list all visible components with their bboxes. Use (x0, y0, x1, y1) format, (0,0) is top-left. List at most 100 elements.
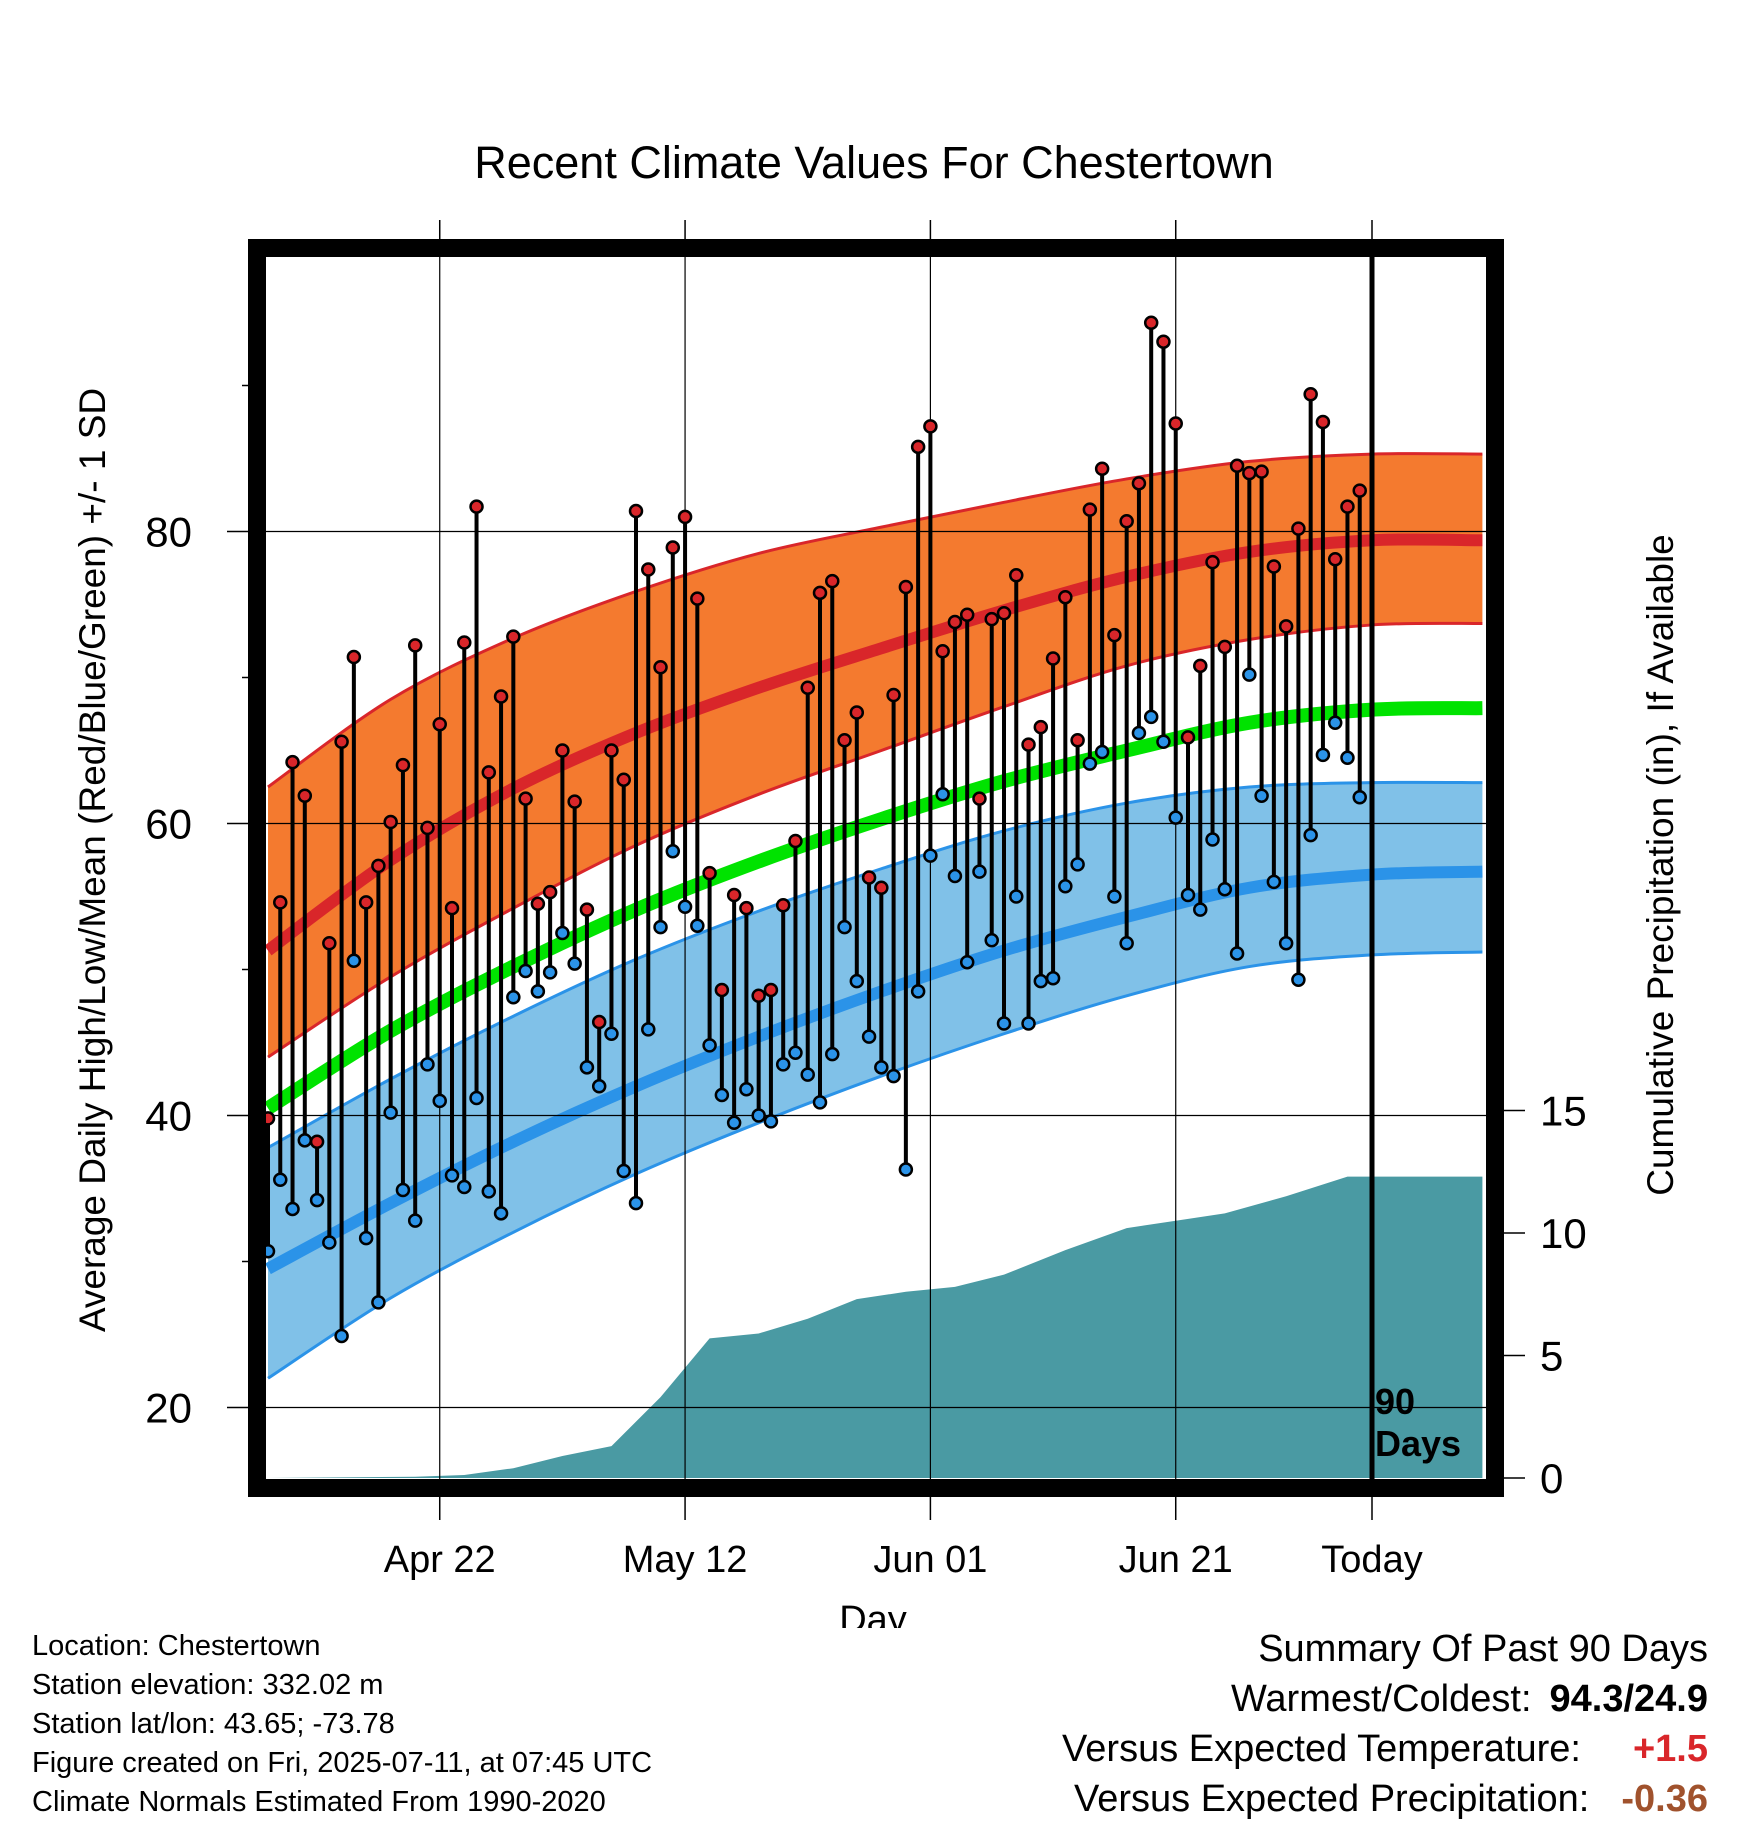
high-temp-point (322, 935, 337, 951)
low-temp-point (972, 864, 987, 879)
low-temp-point (383, 1105, 398, 1120)
low-temp-point (371, 1295, 386, 1310)
high-temp-point (775, 898, 791, 913)
high-temp-point (959, 607, 975, 622)
low-temp-point (874, 1060, 889, 1075)
low-temp-point (444, 1168, 460, 1183)
low-temp-point (1340, 750, 1355, 766)
high-temp-point (702, 865, 717, 881)
high-temp-point (837, 733, 852, 748)
info-location: Location: Chestertown (32, 1630, 321, 1662)
high-temp-point (972, 791, 987, 806)
high-temp-point (420, 820, 435, 836)
warm-cold-value: 94.3/24.9 (1549, 1678, 1708, 1720)
x-tick-label: Jun 21 (1119, 1539, 1233, 1581)
high-temp-point (469, 499, 484, 514)
low-temp-point (1119, 935, 1134, 951)
high-temp-point (334, 734, 349, 749)
high-temp-point (812, 585, 828, 601)
low-temp-point (1058, 879, 1073, 894)
high-temp-point (457, 635, 472, 650)
daily-points (260, 315, 1367, 1344)
high-temp-point (1266, 559, 1282, 574)
low-temp-point (898, 1162, 914, 1177)
summary-panel: Summary Of Past 90 Days Warmest/Coldest:… (948, 1624, 1708, 1824)
low-temp-point (1352, 789, 1367, 805)
high-temp-point (616, 772, 631, 787)
high-temp-point (751, 988, 766, 1004)
high-temp-point (273, 895, 288, 910)
station-info: Location: Chestertown Station elevation:… (32, 1627, 652, 1822)
high-temp-point (371, 858, 386, 874)
high-temp-point (1315, 414, 1331, 430)
low-temp-point (1045, 971, 1061, 986)
high-temp-point (677, 509, 693, 525)
low-temp-point (923, 848, 938, 863)
high-temp-point (800, 680, 815, 695)
high-temp-point (297, 788, 313, 804)
low-temp-point (1180, 887, 1196, 903)
low-temp-point (861, 1029, 877, 1044)
high-temp-point (1058, 589, 1073, 605)
temp-value: +1.5 (1632, 1728, 1708, 1770)
low-normal-band (268, 782, 1483, 1379)
precip-value: -0.36 (1621, 1778, 1708, 1820)
low-temp-point (751, 1108, 766, 1123)
low-temp-point (481, 1184, 497, 1199)
low-temp-point (1254, 788, 1269, 804)
low-temp-point (346, 953, 362, 968)
high-temp-point (407, 638, 423, 653)
low-temp-point (616, 1163, 631, 1179)
temp-label: Versus Expected Temperature: (1062, 1728, 1581, 1770)
low-temp-point (702, 1038, 717, 1053)
high-temp-point (1021, 737, 1036, 752)
high-temp-point (604, 743, 619, 758)
annotation-line-1: 90 (1375, 1381, 1415, 1422)
high-temp-point (1156, 334, 1171, 349)
cumulative-precip-area (268, 1176, 1483, 1478)
y-tick-label: 60 (145, 801, 192, 848)
high-temp-point (714, 982, 730, 998)
high-temp-point (886, 687, 901, 703)
high-temp-point (763, 982, 779, 998)
high-temp-point (1082, 502, 1098, 517)
low-temp-point (849, 973, 865, 989)
low-temp-point (1143, 709, 1159, 725)
low-temp-point (285, 1201, 300, 1217)
low-temp-point (984, 933, 999, 948)
high-temp-point (935, 643, 950, 659)
low-temp-point (665, 843, 681, 859)
x-tick-label: Today (1321, 1539, 1422, 1581)
high-temp-point (1303, 387, 1318, 402)
high-temp-point (1229, 458, 1245, 474)
low-temp-point (1021, 1016, 1036, 1031)
high-temp-point (1205, 554, 1220, 570)
low-temp-point (1303, 827, 1318, 843)
high-temp-point (444, 900, 460, 916)
high-temp-point (628, 503, 644, 519)
low-temp-point (690, 918, 705, 933)
y2-tick-label: 10 (1540, 1210, 1587, 1257)
precipitation-area (268, 1176, 1483, 1478)
info-created: Figure created on Fri, 2025-07-11, at 07… (32, 1747, 653, 1779)
y2-axis-label: Cumulative Precipitation (in), If Availa… (1640, 534, 1681, 1196)
high-temp-point (567, 794, 582, 809)
axes: Apr 22 May 12 Jun 01 Jun 21 Today 20 40 60 80 0 5 1… (145, 220, 1587, 1581)
warm-cold-label: Warmest/Coldest: (1230, 1678, 1532, 1720)
high-temp-point (788, 833, 803, 849)
low-temp-point (947, 868, 963, 884)
high-temp-point (947, 614, 963, 630)
low-temp-point (567, 956, 582, 971)
low-temp-point (1266, 874, 1282, 890)
low-temp-point (518, 963, 533, 979)
high-temp-point (358, 895, 374, 910)
low-temp-point (1229, 946, 1245, 961)
low-band-lower-edge (267, 950, 1483, 1380)
y2-tick-label: 15 (1540, 1088, 1587, 1135)
chart-title: Recent Climate Values For Chestertown (474, 137, 1274, 188)
low-temp-point (1156, 734, 1171, 749)
summary-precip: Versus Expected Precipitation: -0.36 (948, 1774, 1708, 1824)
high-temp-point (690, 591, 705, 606)
low-temp-point (812, 1095, 828, 1110)
low-temp-point (395, 1182, 411, 1198)
